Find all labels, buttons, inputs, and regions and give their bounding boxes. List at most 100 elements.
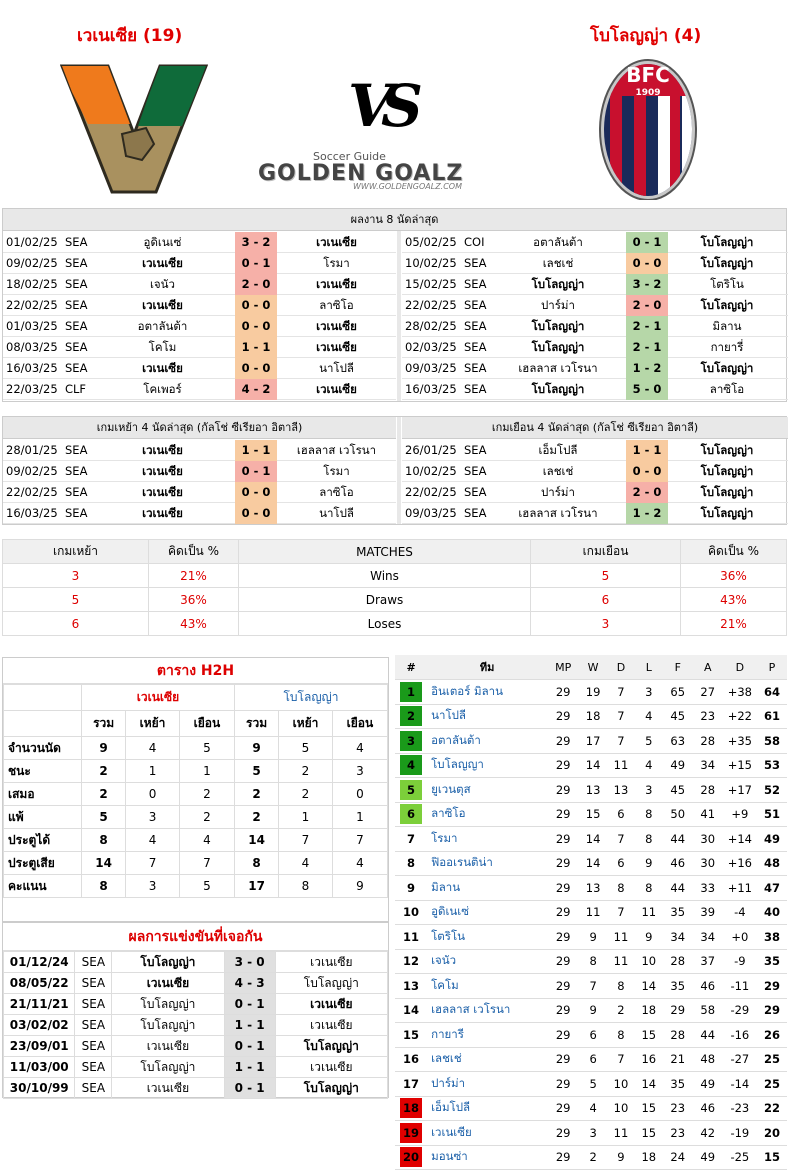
league-team[interactable]: เฮลลาส เวโรนา — [427, 998, 548, 1023]
league-team[interactable]: โรมา — [427, 826, 548, 852]
last4-home-title: เกมเหย้า 4 นัดล่าสุด (กัลโช่ ซีเรียอา อิ… — [3, 417, 396, 439]
league-team[interactable]: เจนัว — [427, 949, 548, 974]
h2h-value: 2 — [278, 759, 333, 783]
league-d: 7 — [607, 826, 635, 852]
last4.away-row: 10/02/25 SEA เลชเช่ 0 - 0 โบโลญญ่า — [402, 461, 788, 482]
league-d: 7 — [607, 704, 635, 729]
match-lg: SEA — [65, 443, 88, 457]
last4-home-list: 28/01/25 SEA เวเนเซีย 1 - 1 เฮลลาส เวโรนา 09/… — [3, 440, 396, 524]
match-date: 09/03/25 — [405, 361, 457, 375]
match-a: นาโปลี — [319, 361, 354, 375]
match-h: อตาลันต้า — [533, 235, 583, 249]
league-team[interactable]: อูดิเนเซ่ — [427, 900, 548, 925]
result-lg: SEA — [74, 993, 113, 1015]
match-h: โคโม — [148, 340, 177, 354]
match-a: โบโลญญ่า — [700, 235, 754, 249]
match-a: โรมา — [323, 464, 350, 478]
h2h-value: 5 — [178, 874, 235, 898]
league-team[interactable]: อตาลันต้า — [427, 728, 548, 754]
results-table: 01/12/24 SEA โบโลญญ่า 3 - 0 เวเนเซีย 08/05/22… — [2, 951, 389, 1099]
result-s: 0 - 1 — [223, 993, 276, 1015]
league-team[interactable]: กายารี — [427, 1022, 548, 1048]
last8.away-row: 16/03/25 SEA โบโลญญ่า 5 - 0 ลาซิโอ — [402, 379, 788, 400]
h2h-value: 3 — [331, 759, 389, 783]
stats-row: 5 36% Draws 6 43% — [2, 587, 787, 612]
league-gd: +0 — [722, 924, 757, 950]
league-mp: 29 — [547, 1047, 580, 1072]
league-p: 35 — [756, 949, 787, 974]
last8.home-row: 22/03/25 CLF โคเพอร์ 4 - 2 เวเนเซีย — [3, 379, 396, 400]
result-s: 1 - 1 — [223, 1014, 276, 1036]
match-a: โบโลญญ่า — [700, 256, 754, 270]
league-a: 37 — [692, 949, 723, 974]
h2h-value: 4 — [331, 851, 389, 875]
match-date: 08/03/25 — [6, 340, 58, 354]
league-team[interactable]: ปาร์ม่า — [427, 1071, 548, 1097]
match-date: 22/02/25 — [6, 485, 58, 499]
match-h: อตาลันต้า — [137, 319, 188, 333]
league-row: 20 มอนซ่า 29 2 9 18 24 49 -25 15 — [395, 1145, 787, 1170]
stats-label: Loses — [238, 611, 531, 636]
match-date: 09/03/25 — [405, 506, 457, 520]
results-title: ผลการแข่งขันที่เจอกัน — [3, 923, 388, 951]
league-table: # ทีม MP W D L F A D P 1 อินเตอร์ มิลาน 29 19 7 3 65 27 +… — [395, 655, 787, 1170]
h2h-value: 1 — [278, 805, 333, 829]
league-p: 48 — [756, 851, 787, 876]
match-h: ปาร์ม่า — [541, 298, 575, 312]
league-p: 22 — [756, 1096, 787, 1121]
league-team[interactable]: โบโลญญา — [427, 753, 548, 778]
away-team-title: โบโลญญ่า (4) — [590, 26, 702, 46]
match-a: เฮลลาส เวโรนา — [296, 443, 377, 457]
league-team[interactable]: ยูเวนตุส — [427, 777, 548, 803]
league-team[interactable]: นาโปลี — [427, 704, 548, 729]
league-pos: 5 — [400, 779, 423, 800]
league-a: 58 — [692, 998, 723, 1023]
last8.away-row: 22/02/25 SEA ปาร์ม่า 2 - 0 โบโลญญ่า — [402, 295, 788, 316]
h2h-value: 5 — [80, 805, 127, 829]
league-row: 11 โตริโน 29 9 11 9 34 34 +0 38 — [395, 924, 787, 950]
league-w: 4 — [579, 1096, 608, 1121]
league-team[interactable]: โตริโน — [427, 924, 548, 950]
bfc-text: BFC — [626, 63, 670, 87]
h2h-value: 0 — [125, 782, 180, 806]
league-team[interactable]: เวเนเซีย — [427, 1120, 548, 1146]
match-h: เฮลลาส เวโรนา — [518, 361, 598, 375]
league-d: 11 — [607, 753, 635, 778]
league-d: 10 — [607, 1096, 635, 1121]
match-lg: SEA — [65, 256, 88, 270]
h2h-label: จำนวนนัด — [3, 736, 82, 760]
league-pos: 6 — [400, 804, 423, 825]
league-team[interactable]: มอนซ่า — [427, 1145, 548, 1170]
league-col: MP — [547, 655, 580, 680]
results-panel: ผลการแข่งขันที่เจอกัน 01/12/24 SEA โบโลญญ่… — [2, 922, 389, 1099]
stats-h5: คิดเป็น % — [680, 539, 787, 564]
league-team[interactable]: ฟิออเรนติน่า — [427, 851, 548, 876]
league-team[interactable]: เอ็มโปลี — [427, 1096, 548, 1121]
league-w: 14 — [579, 826, 608, 852]
match-header: เวเนเซีย (19) โบโลญญ่า (4) VS Soccer Gui… — [0, 0, 788, 206]
league-team[interactable]: โคโม — [427, 973, 548, 999]
result-row: 03/02/02 SEA โบโลญญ่า 1 - 1 เวเนเซีย — [2, 1014, 389, 1036]
league-gd: -25 — [722, 1145, 757, 1170]
league-row: 14 เฮลลาส เวโรนา 29 9 2 18 29 58 -29 29 — [395, 998, 787, 1023]
league-mp: 29 — [547, 875, 580, 901]
league-team[interactable]: อินเตอร์ มิลาน — [427, 679, 548, 705]
match-h: ปาร์ม่า — [541, 485, 575, 499]
league-a: 46 — [692, 1096, 723, 1121]
league-pos: 17 — [403, 1076, 420, 1091]
league-a: 41 — [692, 802, 723, 827]
league-pos: 4 — [400, 755, 423, 776]
league-p: 15 — [756, 1145, 787, 1170]
match-lg: SEA — [464, 277, 487, 291]
h2h-row: ชนะ 2 1 1 5 2 3 — [3, 759, 389, 783]
match-date: 05/02/25 — [405, 235, 457, 249]
league-col: ทีม — [427, 655, 548, 680]
league-team[interactable]: ลาซิโอ — [427, 802, 548, 827]
result-row: 08/05/22 SEA เวเนเซีย 4 - 3 โบโลญญ่า — [2, 972, 389, 994]
league-team[interactable]: มิลาน — [427, 875, 548, 901]
league-a: 27 — [692, 679, 723, 705]
league-team[interactable]: เลชเช่ — [427, 1047, 548, 1072]
result-date: 03/02/02 — [2, 1014, 76, 1036]
league-w: 11 — [579, 900, 608, 925]
league-pos: 19 — [400, 1122, 423, 1143]
